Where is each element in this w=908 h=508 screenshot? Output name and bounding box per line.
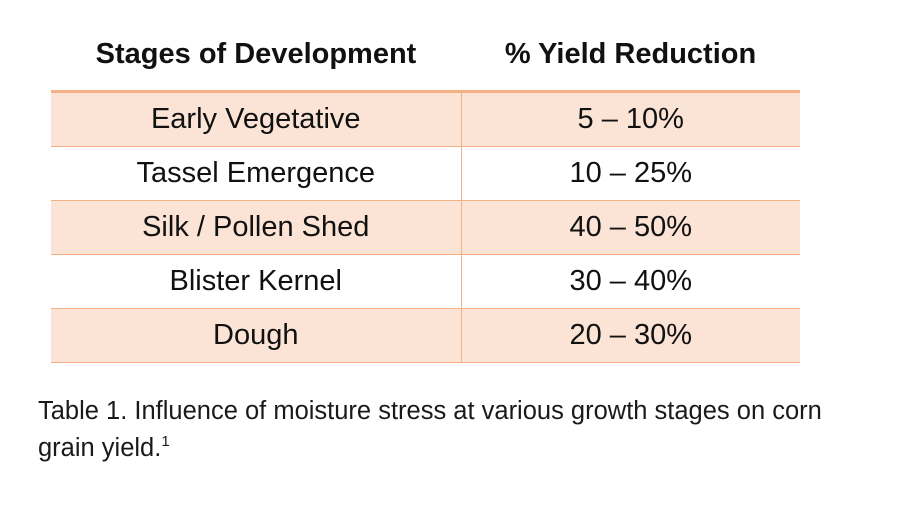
header-yield-reduction: % Yield Reduction xyxy=(504,37,757,70)
table-row: Blister Kernel 30 – 40% xyxy=(51,254,800,309)
reduction-cell: 40 – 50% xyxy=(461,200,800,255)
reduction-cell: 20 – 30% xyxy=(461,308,800,363)
table-row: Early Vegetative 5 – 10% xyxy=(51,91,800,147)
stage-cell: Silk / Pollen Shed xyxy=(51,200,462,255)
stage-cell: Early Vegetative xyxy=(51,91,462,147)
table-row: Tassel Emergence 10 – 25% xyxy=(51,146,800,201)
table-row: Silk / Pollen Shed 40 – 50% xyxy=(51,200,800,255)
table-caption: Table 1. Influence of moisture stress at… xyxy=(38,393,878,467)
header-stages: Stages of Development xyxy=(95,37,417,70)
reduction-cell: 30 – 40% xyxy=(461,254,800,309)
yield-table-container: Stages of Development % Yield Reduction … xyxy=(51,22,800,363)
stage-cell: Dough xyxy=(51,308,462,363)
reduction-cell: 10 – 25% xyxy=(461,146,800,201)
table-header-row: Stages of Development % Yield Reduction xyxy=(51,22,800,92)
caption-text: Table 1. Influence of moisture stress at… xyxy=(38,397,822,462)
stage-cell: Blister Kernel xyxy=(51,254,462,309)
yield-reduction-table: Stages of Development % Yield Reduction … xyxy=(51,22,800,363)
footnote-marker: 1 xyxy=(161,433,170,450)
stage-cell: Tassel Emergence xyxy=(51,146,462,201)
reduction-cell: 5 – 10% xyxy=(461,91,800,147)
table-row: Dough 20 – 30% xyxy=(51,308,800,363)
